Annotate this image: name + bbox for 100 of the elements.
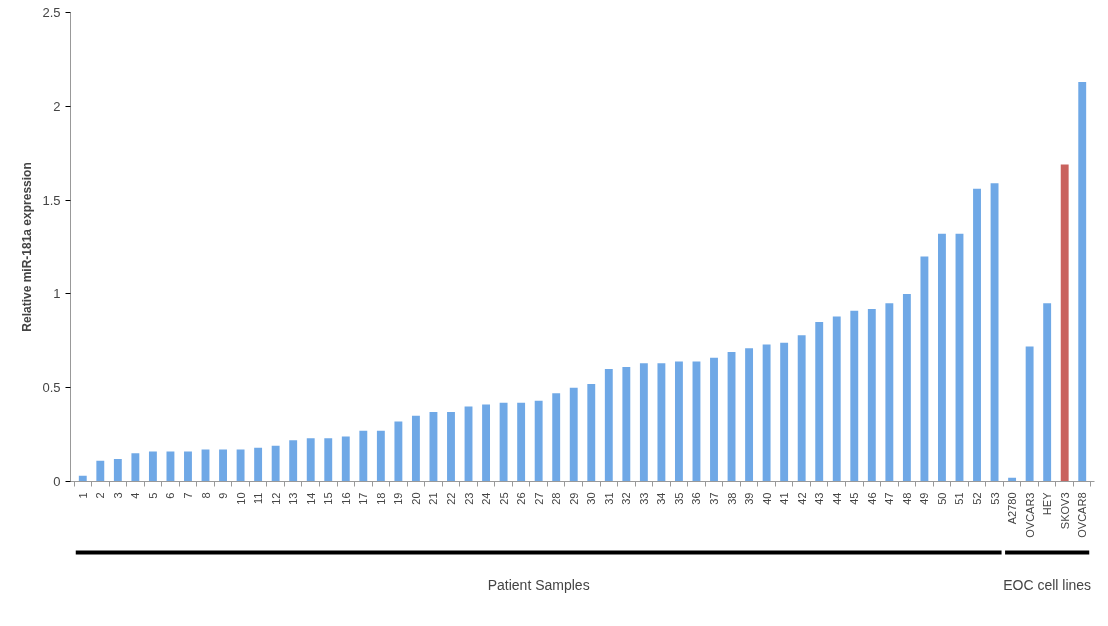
bar — [411, 415, 420, 482]
bar — [832, 316, 841, 482]
x-tick-label: 41 — [778, 492, 791, 505]
x-tick-label: 6 — [164, 492, 177, 499]
x-tick-label: 40 — [760, 492, 773, 505]
bar — [762, 344, 771, 482]
bar — [113, 458, 122, 482]
x-tick-label: SKOV3 — [1058, 492, 1071, 530]
bar — [1060, 164, 1069, 482]
bar — [622, 367, 631, 482]
bar — [271, 445, 280, 482]
bar — [236, 449, 245, 482]
x-tick-label: 31 — [602, 492, 615, 505]
bar — [306, 438, 315, 482]
text: EOC cell lines — [1003, 576, 1092, 593]
bar — [394, 421, 403, 482]
x-tick-label: 2 — [94, 492, 107, 499]
x-tick-label: A2780 — [1006, 492, 1019, 525]
bar — [534, 400, 543, 482]
bar — [78, 475, 87, 482]
bar — [867, 308, 876, 482]
x-tick-label: 46 — [865, 492, 878, 505]
bar — [674, 361, 683, 482]
x-tick-label: 24 — [480, 492, 493, 505]
bar — [920, 256, 929, 482]
x-tick-label: 7 — [181, 492, 194, 499]
bar — [552, 393, 561, 482]
bar — [780, 342, 789, 482]
bar — [657, 363, 666, 482]
x-tick-label: 20 — [409, 492, 422, 505]
x-tick-label: 37 — [708, 492, 721, 505]
x-tick-label: 34 — [655, 492, 668, 505]
x-tick-label: 8 — [199, 492, 212, 499]
x-tick-label: HEY — [1041, 491, 1054, 516]
y-tick-label: 0.5 — [42, 380, 61, 396]
x-tick-label: 27 — [532, 492, 545, 505]
bar — [289, 440, 298, 482]
bar — [850, 310, 859, 482]
bar — [341, 436, 350, 482]
bar — [1078, 81, 1087, 482]
bar — [1025, 346, 1034, 482]
x-tick-label: 28 — [550, 492, 563, 505]
bar — [587, 383, 596, 482]
x-tick-label: 51 — [953, 492, 966, 505]
x-tick-label: 26 — [515, 492, 528, 505]
y-axis-title: Relative miR-181a expression — [20, 162, 35, 332]
text: Patient Samples — [487, 576, 590, 593]
bar — [499, 402, 508, 482]
x-tick-label: 9 — [217, 492, 230, 499]
x-tick-label: 19 — [392, 492, 405, 505]
x-tick-label: 33 — [637, 492, 650, 505]
x-tick-label: 48 — [900, 492, 913, 505]
x-tick-label: 3 — [111, 492, 124, 499]
x-tick-label: 50 — [935, 492, 948, 505]
bar — [797, 335, 806, 482]
x-tick-label: 18 — [374, 492, 387, 505]
x-tick-label: 30 — [585, 492, 598, 505]
bar — [96, 460, 105, 482]
x-tick-label: 39 — [743, 492, 756, 505]
x-tick-label: OVCAR3 — [1023, 492, 1036, 538]
x-tick-label: 21 — [427, 492, 440, 505]
x-tick-label: 42 — [795, 492, 808, 505]
x-tick-label: OVCAR8 — [1076, 492, 1089, 538]
bar — [376, 430, 385, 482]
bar — [324, 438, 333, 482]
x-tick-label: 29 — [567, 492, 580, 505]
y-tick-label: 1.5 — [42, 192, 61, 208]
bar — [1043, 303, 1052, 482]
bar — [359, 430, 368, 482]
x-tick-label: 11 — [252, 492, 265, 504]
x-tick-label: 44 — [830, 492, 843, 505]
x-tick-label: 49 — [918, 492, 931, 505]
x-tick-label: 10 — [234, 492, 247, 505]
x-tick-label: 43 — [813, 492, 826, 505]
x-tick-label: 53 — [988, 492, 1001, 505]
x-tick-label: 38 — [725, 492, 738, 505]
x-tick-label: 52 — [971, 492, 984, 505]
y-tick-label: 2.5 — [42, 5, 61, 20]
x-tick-label: 13 — [287, 492, 300, 505]
x-tick-label: 5 — [146, 492, 159, 499]
bar — [254, 447, 263, 482]
x-tick-label: 36 — [690, 492, 703, 505]
bar — [569, 387, 578, 482]
x-tick-label: 25 — [497, 492, 510, 505]
bar — [938, 233, 946, 482]
y-tick-label: 1 — [53, 286, 61, 302]
bar — [447, 412, 455, 482]
x-tick-label: 15 — [322, 492, 335, 505]
x-tick-label: 4 — [129, 492, 142, 499]
bar — [517, 402, 526, 482]
x-tick-label: 22 — [444, 492, 457, 505]
bar — [482, 404, 491, 482]
x-tick-label: 1 — [76, 492, 89, 499]
x-tick-label: 45 — [848, 492, 861, 505]
bar — [148, 451, 157, 482]
y-tick-label: 0 — [53, 474, 61, 489]
bar — [815, 322, 824, 482]
bar — [990, 183, 999, 482]
x-tick-label: 16 — [339, 492, 352, 505]
bar — [710, 357, 718, 482]
